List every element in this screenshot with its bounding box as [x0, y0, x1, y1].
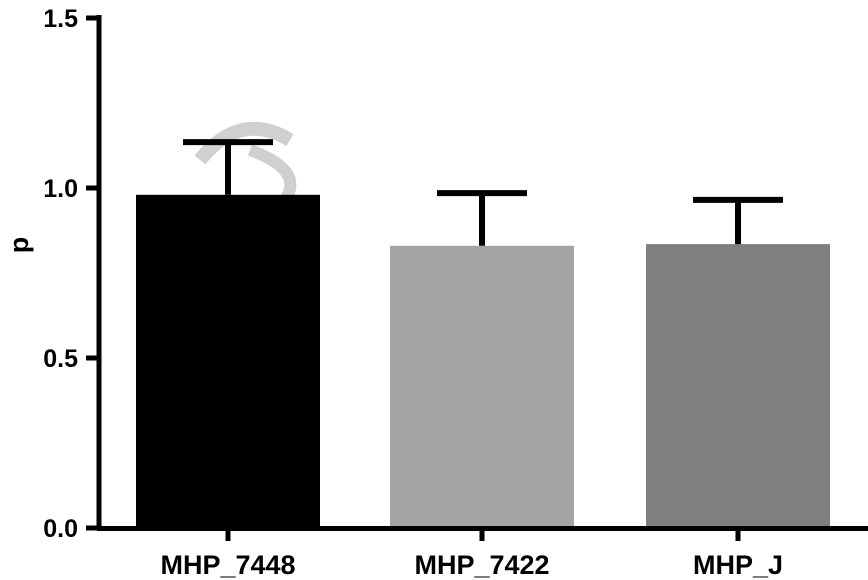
bar-mhp-j	[646, 244, 830, 528]
x-tick-label: MHP_J	[693, 550, 783, 580]
y-tick-label: 0.5	[43, 345, 78, 373]
bar-mhp-7422	[390, 245, 574, 529]
y-axis-title: p	[4, 237, 34, 254]
x-tick-label: MHP_7448	[160, 550, 295, 580]
bar-mhp-7448	[136, 194, 320, 529]
x-tick-label: MHP_7422	[414, 550, 549, 580]
y-tick-label: 1.0	[43, 175, 78, 203]
y-tick-label: 1.5	[43, 5, 78, 33]
y-tick-label: 0.0	[43, 515, 78, 543]
